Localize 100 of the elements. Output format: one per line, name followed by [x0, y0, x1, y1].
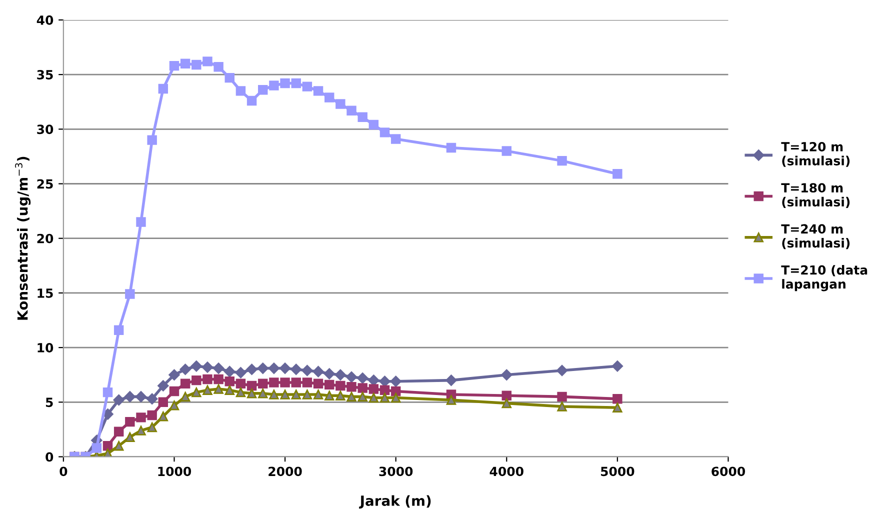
point	[168, 369, 180, 380]
point	[125, 432, 135, 442]
x-tick-label: 6000	[712, 466, 746, 476]
point	[224, 376, 234, 386]
point	[502, 146, 512, 156]
point	[313, 86, 324, 96]
point	[279, 362, 291, 374]
legend-label: T=120 m (simulasi)	[781, 142, 850, 167]
point	[312, 366, 324, 378]
point	[390, 392, 401, 403]
point	[202, 362, 214, 373]
point	[246, 96, 257, 106]
point	[202, 374, 212, 384]
y-axis-title: Konsentrasi (ug/m$^{−3}$)	[15, 156, 31, 320]
point	[268, 362, 280, 374]
point	[269, 390, 279, 400]
point	[302, 378, 312, 388]
point	[557, 156, 567, 166]
point	[258, 388, 268, 398]
point	[612, 402, 622, 412]
y-tick-label: 35	[37, 70, 53, 80]
point	[390, 134, 401, 144]
point	[302, 82, 312, 92]
point	[280, 378, 290, 388]
point	[136, 426, 146, 436]
point	[114, 426, 124, 436]
y-tick-label: 40	[36, 15, 54, 25]
point	[368, 384, 379, 394]
point	[147, 410, 157, 420]
point	[246, 388, 257, 398]
point	[158, 411, 168, 422]
point	[324, 92, 334, 102]
point	[214, 374, 224, 384]
x-axis-title: Jarak (m)	[359, 495, 431, 509]
point	[169, 400, 180, 410]
point	[180, 364, 191, 375]
legend-label: T=180 m (simulasi)	[781, 183, 850, 208]
point	[557, 402, 567, 412]
point	[147, 135, 157, 145]
point	[147, 422, 157, 432]
point	[192, 387, 202, 398]
x-tick-label: 1000	[158, 466, 192, 476]
point	[102, 387, 113, 398]
point	[224, 72, 234, 83]
point	[324, 390, 334, 400]
point	[502, 398, 512, 408]
point	[158, 84, 168, 94]
point	[212, 362, 224, 374]
y-tick-label: 15	[38, 288, 53, 298]
point	[269, 378, 279, 388]
point	[180, 58, 190, 68]
point	[356, 372, 368, 384]
point	[346, 106, 356, 116]
point	[302, 390, 312, 400]
point	[246, 380, 257, 391]
point	[324, 380, 334, 390]
point	[180, 378, 190, 388]
y-tick-label: 20	[37, 234, 54, 244]
x-tick-label: 2000	[268, 466, 302, 476]
y-tick-label: 5	[46, 398, 53, 408]
x-tick-label: 3000	[379, 466, 413, 476]
x-tick-label: 5000	[600, 466, 634, 476]
point	[258, 378, 268, 388]
point	[124, 391, 136, 402]
y-tick-label: 25	[37, 179, 53, 189]
point	[358, 383, 368, 393]
point	[224, 385, 234, 395]
point	[246, 364, 258, 375]
point	[501, 369, 512, 380]
point	[556, 364, 568, 376]
point	[446, 395, 456, 405]
point	[336, 380, 346, 391]
point	[114, 325, 124, 335]
point	[380, 392, 390, 403]
y-tick-label: 10	[38, 343, 54, 352]
point	[214, 384, 224, 394]
point	[235, 367, 246, 378]
point	[190, 360, 202, 372]
x-tick-label: 0	[60, 466, 68, 476]
point	[336, 99, 346, 109]
point	[290, 364, 302, 375]
point	[291, 378, 301, 388]
point	[146, 393, 158, 404]
point	[446, 142, 456, 153]
point	[380, 128, 390, 138]
point	[180, 392, 190, 402]
x-tick-label: 4000	[490, 466, 524, 476]
point	[313, 378, 324, 388]
point	[280, 390, 290, 400]
point	[390, 376, 402, 388]
point	[236, 86, 246, 96]
point	[258, 84, 268, 95]
point	[192, 60, 202, 70]
point	[346, 392, 356, 402]
legend-label: T=240 m (simulasi)	[781, 224, 850, 250]
point	[334, 369, 346, 380]
point	[358, 112, 368, 122]
point	[236, 387, 246, 398]
point	[135, 391, 147, 402]
point	[346, 371, 358, 383]
